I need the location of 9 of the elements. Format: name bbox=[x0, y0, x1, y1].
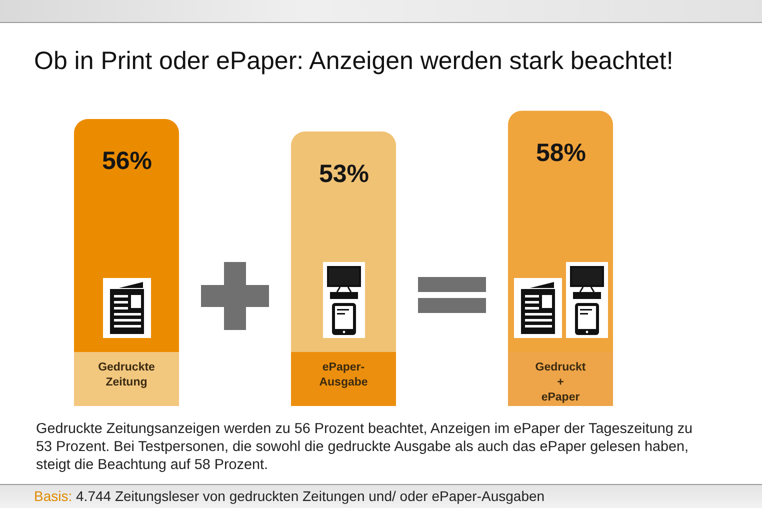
x-tick-label: Gedruckt + ePaper bbox=[535, 362, 586, 404]
text: Basis: 4.744 Zeitungsleser von gedruckten Zeitungen und/ oder ePaper-Ausgaben bbox=[34, 488, 545, 504]
x-tick-label: ePaper-Ausgabe bbox=[319, 362, 368, 388]
chart-title: Ob in Print oder ePaper: Anzeigen werden stark beachtet! bbox=[34, 46, 674, 75]
data-label: 56% bbox=[102, 147, 152, 175]
x-tick-label: Gedruckte Zeitung bbox=[98, 362, 155, 388]
text: Gedruckte Zeitungsanzeigen werden zu 56 Prozent beachtet, Anzeigen im ePaper der Tageszeitung zu 53 Prozent. Bei Testpersonen, die sowohl die gedruckte Ausgabe als auch das ePaper gelesen haben, steigt die Beachtung auf 58 Prozent. bbox=[36, 420, 694, 474]
data-label: 53% bbox=[319, 160, 370, 188]
data-label: 58% bbox=[536, 139, 586, 167]
